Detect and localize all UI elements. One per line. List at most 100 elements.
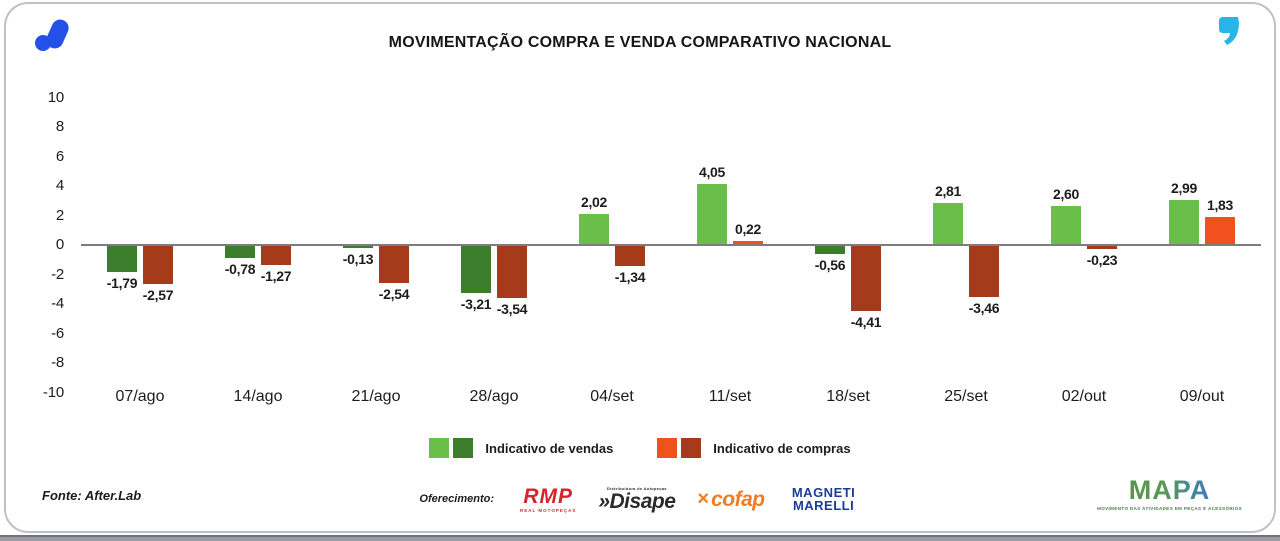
y-tick-label: 2 — [55, 206, 64, 224]
after-lab-logo-icon — [34, 14, 74, 59]
bar-group-25/set: 2,81 -3,46 25/set — [907, 90, 1025, 420]
rmp-logo-text: RMP — [523, 484, 573, 508]
bar-compras-25/set — [969, 246, 999, 298]
bar-group-04/set: 2,02 -1,34 04/set — [553, 90, 671, 420]
bar-vendas-18/set — [815, 246, 845, 255]
bar-group-28/ago: -3,21 -3,54 28/ago — [435, 90, 553, 420]
bar-value-label: -3,54 — [496, 301, 528, 318]
bar-group-09/out: 2,99 1,83 09/out — [1143, 90, 1261, 420]
y-tick-label: -10 — [42, 383, 64, 401]
bar-group-14/ago: -0,78 -1,27 14/ago — [199, 90, 317, 420]
sponsor-logo-cofap: × cofap — [697, 487, 765, 511]
bottom-strip — [0, 535, 1280, 541]
sponsors-label: Oferecimento: — [419, 493, 494, 506]
bar-value-label: 2,60 — [1052, 185, 1080, 202]
bar-vendas-04/set — [579, 214, 609, 244]
bar-value-label: -1,27 — [260, 267, 292, 284]
x-axis-label: 11/set — [708, 388, 752, 405]
x-axis-label: 28/ago — [469, 388, 519, 405]
bar-value-label: -0,13 — [342, 250, 374, 267]
x-axis-label: 04/set — [590, 388, 634, 405]
bar-compras-28/ago — [497, 246, 527, 299]
rmp-logo-subtext: REAL MOTOPEÇAS — [519, 507, 577, 513]
plot-area: -1,79 -2,57 07/ago -0,78 -1,27 14/ago -0,13 -2,… — [81, 90, 1261, 420]
bar-compras-14/ago — [261, 246, 291, 265]
bar-compras-07/ago — [143, 246, 173, 284]
bar-value-label: 0,22 — [734, 220, 762, 237]
chart-legend: Indicativo de vendas Indicativo de compra… — [6, 438, 1274, 458]
bar-value-label: 4,05 — [698, 164, 726, 181]
bar-compras-02/out — [1087, 246, 1117, 250]
y-axis: 10 8 6 4 2 0 -2 -4 -6 -8 -10 — [20, 88, 64, 420]
bar-group-02/out: 2,60 -0,23 02/out — [1025, 90, 1143, 420]
y-tick-label: 4 — [55, 177, 64, 194]
bar-value-label: -4,41 — [850, 314, 882, 331]
y-tick-label: 6 — [55, 147, 64, 165]
x-axis-label: 09/out — [1179, 388, 1225, 405]
x-axis-label: 02/out — [1061, 388, 1107, 405]
bar-vendas-07/ago — [107, 246, 137, 273]
bar-vendas-11/set — [697, 184, 727, 244]
x-axis-label: 07/ago — [115, 388, 165, 405]
legend-swatch — [453, 438, 474, 458]
legend-item: Indicativo de compras — [657, 438, 851, 458]
bar-value-label: -2,54 — [378, 286, 410, 303]
mapa-logo-text: MAPA — [1097, 477, 1242, 504]
bar-value-label: -1,34 — [614, 268, 646, 285]
bar-value-label: -0,78 — [224, 260, 256, 277]
sponsor-logo-rmp: RMP REAL MOTOPEÇAS — [520, 486, 576, 514]
bar-group-07/ago: -1,79 -2,57 07/ago — [81, 90, 199, 420]
bar-compras-11/set — [733, 240, 763, 244]
bar-compras-18/set — [851, 246, 881, 312]
bar-value-label: -1,79 — [106, 275, 138, 292]
y-tick-label: 10 — [47, 88, 64, 106]
footer: Fonte: After.Lab Oferecimento: RMP REAL … — [6, 471, 1274, 517]
zero-axis-line — [81, 244, 1261, 246]
legend-swatch — [429, 438, 450, 458]
bar-compras-04/set — [615, 246, 645, 266]
y-tick-label: -6 — [51, 324, 64, 342]
bar-value-label: -2,57 — [142, 286, 174, 303]
magneti-marelli-logo-text: MAGNETI MARELLI — [791, 484, 856, 514]
y-tick-label: 0 — [55, 236, 64, 253]
legend-swatch — [657, 438, 678, 458]
mapa-logo: MAPA MOVIMENTO DAS ATIVIDADES EM PEÇAS E… — [1097, 477, 1242, 512]
y-tick-label: -4 — [51, 295, 64, 312]
y-tick-label: -2 — [51, 265, 64, 283]
chart-title: MOVIMENTAÇÃO COMPRA E VENDA COMPARATIVO … — [388, 34, 892, 51]
bar-group-11/set: 4,05 0,22 11/set — [671, 90, 789, 420]
quote-icon — [1218, 16, 1240, 51]
y-tick-label: -8 — [51, 354, 64, 371]
bar-group-21/ago: -0,13 -2,54 21/ago — [317, 90, 435, 420]
bar-value-label: 1,83 — [1206, 197, 1234, 213]
x-axis-label: 14/ago — [233, 388, 283, 405]
bar-value-label: 2,99 — [1170, 179, 1198, 196]
y-tick-label: 8 — [55, 118, 64, 135]
bar-vendas-28/ago — [461, 246, 491, 294]
legend-item: Indicativo de vendas — [429, 438, 613, 458]
bar-value-label: 2,02 — [580, 194, 608, 211]
bar-vendas-14/ago — [225, 246, 255, 258]
bar-group-18/set: -0,56 -4,41 18/set — [789, 90, 907, 420]
disape-logo-text: »Disape — [598, 489, 676, 513]
disape-logo-subtext: Distribuidora de Autopeças — [606, 485, 667, 491]
sponsor-logo-disape: Distribuidora de Autopeças »Disape — [598, 485, 676, 513]
mapa-logo-tagline: MOVIMENTO DAS ATIVIDADES EM PEÇAS E ACES… — [1097, 506, 1242, 511]
legend-label: Indicativo de vendas — [485, 440, 614, 456]
cofap-logo-text: cofap — [711, 487, 765, 511]
legend-swatch — [681, 438, 702, 458]
bar-value-label: -3,21 — [460, 296, 492, 313]
cofap-x-icon: × — [697, 488, 710, 511]
bar-vendas-02/out — [1051, 205, 1081, 244]
legend-label: Indicativo de compras — [713, 440, 851, 456]
x-axis-label: 25/set — [944, 388, 988, 405]
bar-compras-09/out — [1205, 217, 1235, 244]
bar-vendas-21/ago — [343, 246, 373, 248]
chart-card: MOVIMENTAÇÃO COMPRA E VENDA COMPARATIVO … — [4, 2, 1276, 533]
bar-vendas-25/set — [933, 202, 963, 244]
x-axis-label: 21/ago — [351, 388, 401, 405]
bar-value-label: -0,56 — [814, 257, 846, 274]
sponsor-logo-magneti-marelli: MAGNETI MARELLI — [787, 484, 861, 514]
bar-compras-21/ago — [379, 246, 409, 284]
x-axis-label: 18/set — [826, 388, 870, 405]
